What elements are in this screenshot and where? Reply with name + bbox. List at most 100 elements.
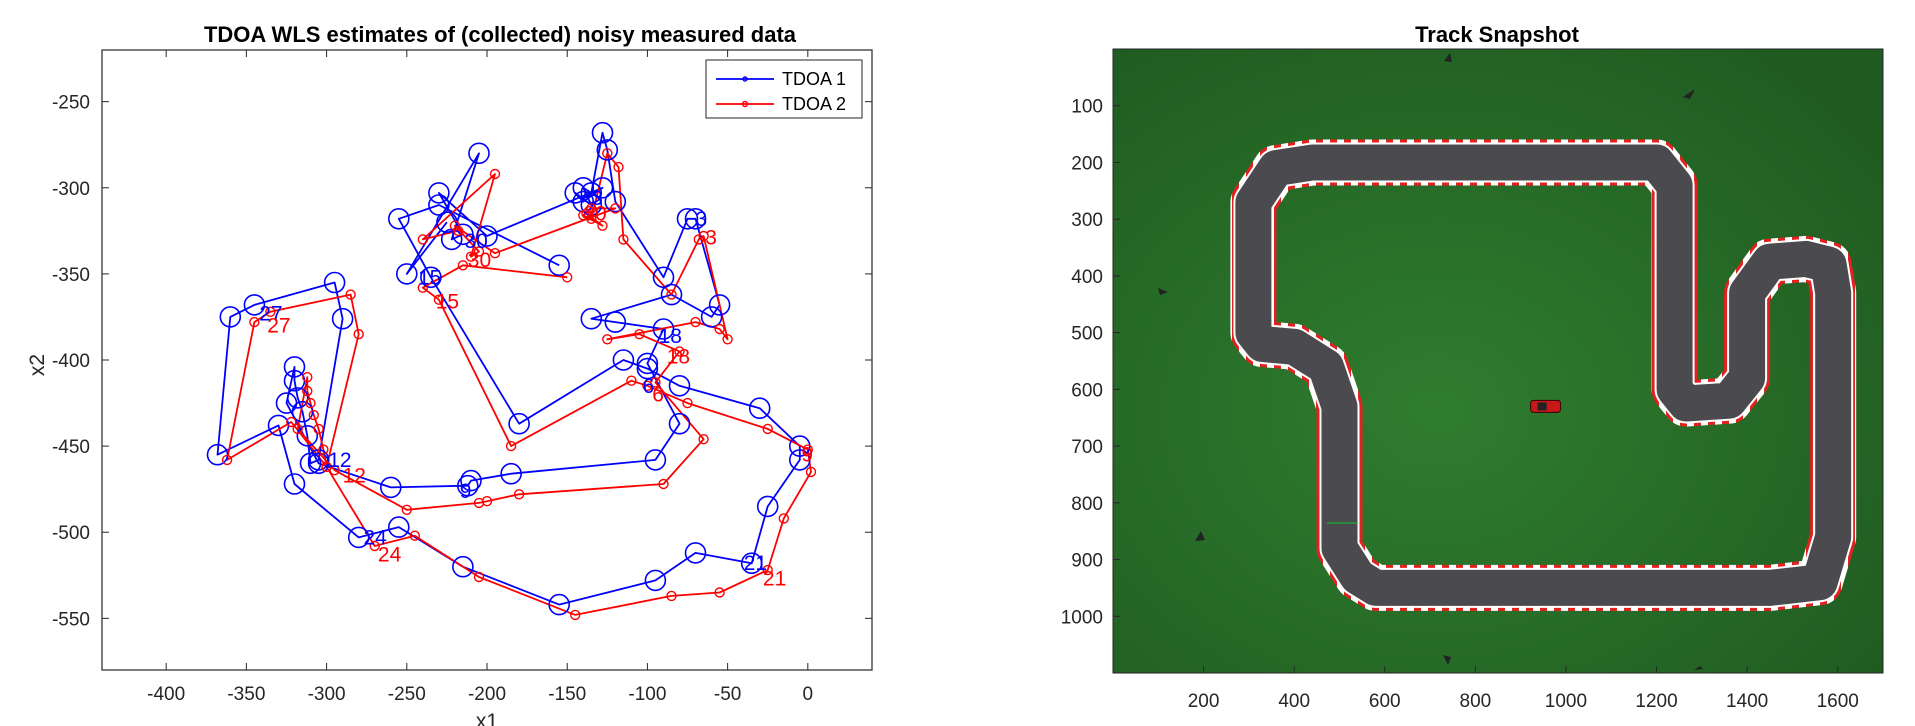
data-point <box>395 263 418 285</box>
data-point <box>756 495 779 518</box>
data-point <box>591 177 614 199</box>
point-label: 27 <box>259 303 282 326</box>
data-point <box>505 440 517 452</box>
y-tick-label: -350 <box>52 265 90 286</box>
data-point <box>684 208 707 230</box>
data-point <box>457 260 469 271</box>
data-point <box>722 334 733 345</box>
legend-label-tdoa1: TDOA 1 <box>782 69 846 89</box>
data-point <box>690 316 701 328</box>
x-tick-label: 200 <box>1188 691 1220 712</box>
data-point <box>684 542 707 564</box>
data-point <box>714 587 725 598</box>
data-point <box>296 424 319 447</box>
data-point <box>748 397 771 420</box>
data-point <box>682 397 693 409</box>
data-point <box>597 220 608 231</box>
x-tick-label: 1200 <box>1635 691 1677 712</box>
data-point <box>634 329 645 340</box>
y-tick-label: 700 <box>1071 437 1103 458</box>
data-point <box>513 489 525 500</box>
data-point <box>323 271 346 294</box>
car-icon <box>1530 399 1562 413</box>
data-point <box>305 397 316 409</box>
data-point <box>468 142 490 165</box>
data-point <box>417 282 428 293</box>
x-tick-label: -150 <box>548 684 586 705</box>
legend-label-tdoa2: TDOA 2 <box>782 94 846 114</box>
legend-box <box>705 59 863 119</box>
y-tick-label: -300 <box>52 179 90 200</box>
y-tick-label: 1000 <box>1061 607 1103 628</box>
data-point <box>762 423 773 435</box>
x-tick-label: 800 <box>1460 691 1492 712</box>
data-point <box>602 148 613 159</box>
x-tick-label: -300 <box>308 684 346 705</box>
bird-icon <box>1195 531 1205 541</box>
data-point <box>612 349 635 371</box>
data-point <box>572 190 595 213</box>
point-label: 3 <box>705 227 717 250</box>
data-point <box>476 225 498 247</box>
data-point <box>452 555 474 578</box>
data-point <box>299 452 322 475</box>
data-point <box>308 409 319 421</box>
point-label: 30 <box>583 203 606 226</box>
x-tick-label: 1600 <box>1817 691 1859 712</box>
data-point <box>409 530 420 541</box>
point-label: 24 <box>378 544 402 567</box>
x-tick-label: 600 <box>1369 691 1401 712</box>
point-label: 9 <box>460 480 472 503</box>
data-point <box>452 225 464 237</box>
data-point <box>674 346 685 357</box>
data-point <box>473 246 485 257</box>
x-tick-label: -350 <box>227 684 265 705</box>
data-point <box>666 590 677 602</box>
data-point <box>508 412 530 435</box>
bird-icon <box>1443 655 1451 665</box>
data-point <box>318 444 329 455</box>
data-point <box>668 412 691 435</box>
y-tick-label: 100 <box>1071 97 1103 118</box>
data-point <box>302 372 313 383</box>
point-label: 12 <box>343 464 366 487</box>
data-point <box>636 352 659 375</box>
data-point <box>604 311 627 333</box>
data-point <box>452 223 474 246</box>
data-point <box>693 234 704 245</box>
legend-marker-tdoa2 <box>741 100 749 108</box>
tdoa-chart: TDOA WLS estimates of (collected) noisy … <box>26 22 873 726</box>
data-point <box>762 564 773 576</box>
bird-icon <box>1683 89 1695 99</box>
data-point <box>660 283 683 306</box>
data-point <box>302 385 313 397</box>
data-point <box>668 374 691 397</box>
data-point <box>591 121 614 144</box>
point-label: 6 <box>643 375 655 398</box>
data-point <box>586 203 597 214</box>
y-axis-label: x2 <box>26 354 49 376</box>
data-point <box>283 356 306 378</box>
plot-border <box>101 49 873 671</box>
data-point <box>313 423 324 435</box>
data-point <box>286 416 297 428</box>
data-point <box>570 609 581 621</box>
point-label: 30 <box>468 249 491 272</box>
point-label: 3 <box>591 187 603 210</box>
data-point <box>221 454 233 466</box>
point-label: 27 <box>267 315 290 338</box>
bird-icon <box>1694 666 1703 670</box>
point-label: 12 <box>328 449 351 472</box>
data-point <box>604 190 627 213</box>
snapshot-title: Track Snapshot <box>1415 22 1580 47</box>
x-tick-label: -100 <box>628 684 666 705</box>
x-tick-label: 1000 <box>1545 691 1587 712</box>
data-point <box>489 168 501 180</box>
data-point <box>500 462 522 485</box>
data-point <box>417 234 428 245</box>
y-tick-label: 600 <box>1071 380 1103 401</box>
data-point <box>283 473 306 495</box>
data-point <box>714 323 725 335</box>
data-point <box>329 465 340 476</box>
